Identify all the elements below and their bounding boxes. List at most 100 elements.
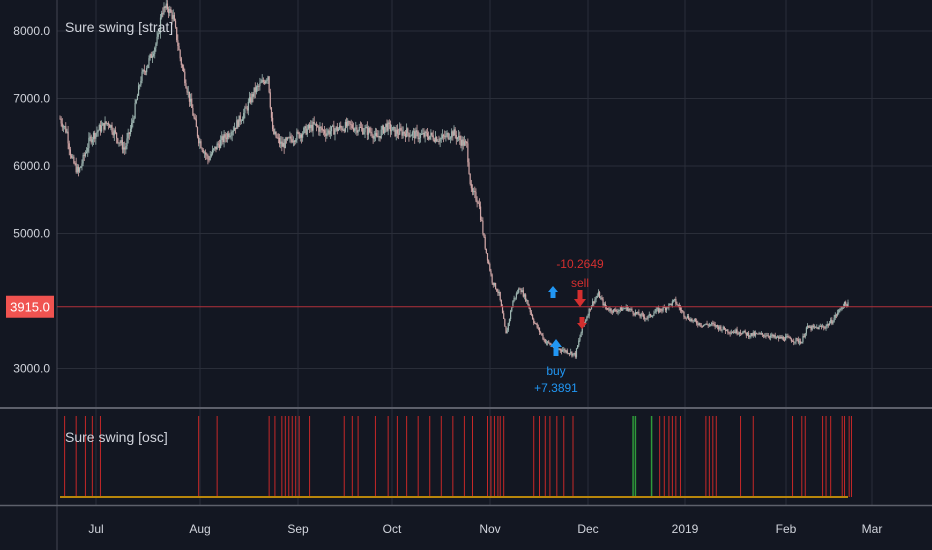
candle-body — [757, 333, 759, 335]
candle-body — [100, 125, 103, 132]
candle-body — [373, 135, 375, 139]
candle-body — [278, 137, 281, 144]
candle-body — [566, 350, 568, 354]
candle-body — [387, 122, 389, 131]
candle-body — [173, 15, 175, 21]
candle-body — [225, 137, 227, 139]
candle-body — [231, 131, 233, 136]
candle-body — [306, 128, 308, 135]
candle-body — [653, 313, 655, 316]
candle-body — [209, 156, 211, 160]
candle-body — [162, 12, 164, 14]
candle-body — [411, 132, 414, 136]
candle-body — [449, 137, 452, 139]
candle-body — [394, 127, 396, 137]
candle-body — [268, 76, 270, 93]
last-price-label: 3915.0 — [10, 300, 50, 315]
candle-body — [837, 312, 839, 316]
candle-body — [763, 334, 765, 337]
candle-body — [215, 146, 217, 150]
candle-body — [77, 166, 80, 172]
candle-body — [782, 336, 784, 340]
candle-body — [116, 132, 118, 139]
candle-body — [111, 125, 113, 133]
candle-body — [362, 127, 364, 135]
candle-body — [743, 330, 745, 333]
candle-body — [421, 134, 423, 135]
candle-body — [787, 336, 789, 337]
candle-body — [235, 127, 237, 130]
candle-body — [332, 125, 334, 127]
candle-body — [546, 341, 549, 343]
candle-body — [646, 318, 648, 320]
candle-body — [299, 134, 301, 138]
candle-body — [132, 120, 134, 124]
candle-body — [723, 326, 725, 330]
candle-body — [605, 307, 608, 309]
candle-body — [85, 151, 88, 153]
candle-body — [835, 314, 838, 316]
candle-body — [290, 136, 292, 140]
candle-body — [183, 67, 185, 72]
candle-body — [426, 133, 429, 137]
candle-body — [733, 331, 735, 333]
candle-body — [206, 154, 208, 156]
candle-body — [808, 325, 810, 328]
candle-body — [61, 123, 63, 128]
candle-body — [765, 335, 767, 337]
candle-body — [181, 64, 184, 68]
candle-body — [174, 20, 177, 28]
candle-body — [258, 85, 260, 87]
candle-body — [490, 270, 492, 275]
x-tick-label: Oct — [383, 522, 402, 536]
candle-body — [69, 149, 71, 156]
candle-body — [705, 323, 707, 325]
candle-body — [681, 310, 683, 311]
x-tick-label: Dec — [577, 522, 598, 536]
candle-body — [802, 336, 804, 343]
candle-body — [163, 6, 165, 14]
candle-body — [631, 309, 633, 312]
candle-body — [764, 335, 766, 337]
candle-body — [189, 98, 192, 102]
candle-body — [320, 126, 322, 128]
candle-body — [79, 167, 81, 172]
candle-body — [692, 320, 694, 322]
candle-body — [683, 311, 685, 317]
candle-body — [351, 124, 353, 128]
candle-body — [224, 134, 226, 138]
candle-body — [256, 85, 259, 87]
candle-body — [310, 124, 312, 129]
candle-body — [254, 87, 256, 93]
candle-body — [391, 130, 393, 132]
candle-body — [432, 135, 434, 140]
buy-value: +7.3891 — [534, 381, 578, 395]
sell-arrow-icon — [574, 290, 586, 307]
candle-body — [655, 309, 657, 312]
candle-body — [312, 121, 314, 131]
candle-body — [590, 305, 593, 310]
candle-body — [347, 121, 349, 127]
candle-body — [305, 126, 307, 135]
candle-body — [760, 333, 762, 334]
candle-body — [641, 313, 643, 315]
candle-body — [125, 146, 127, 150]
candle-body — [470, 183, 472, 189]
candle-body — [579, 337, 581, 341]
candle-body — [562, 350, 564, 352]
candle-body — [184, 71, 186, 84]
candle-body — [830, 319, 832, 324]
candle-body — [564, 349, 566, 352]
candle-body — [185, 83, 187, 89]
candle-body — [280, 141, 282, 144]
candle-body — [386, 123, 388, 131]
candle-body — [91, 139, 93, 143]
candle-body — [810, 326, 812, 330]
candle-body — [687, 316, 690, 320]
strat-title: Sure swing [strat] — [65, 19, 173, 35]
candle-body — [541, 333, 543, 335]
candle-body — [615, 309, 617, 312]
candle-body — [177, 40, 179, 46]
candle-body — [833, 317, 835, 322]
candle-body — [67, 131, 69, 144]
